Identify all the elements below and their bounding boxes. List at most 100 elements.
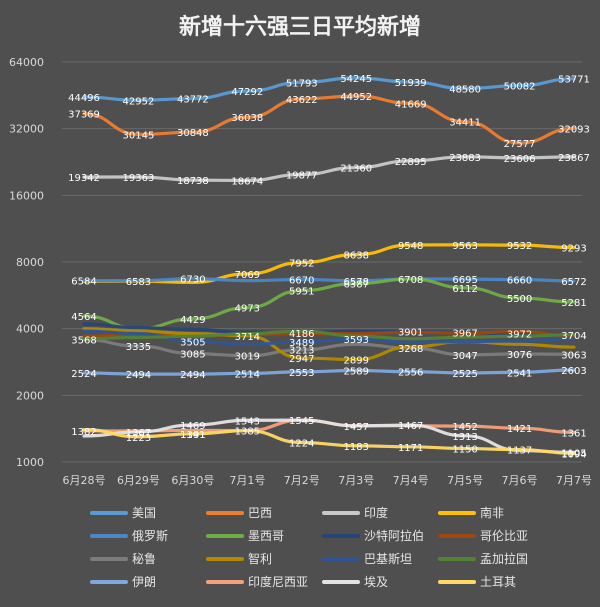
data-label: 1467 xyxy=(398,421,423,432)
legend-label: 沙特阿拉伯 xyxy=(364,528,424,543)
x-tick-label: 7月2号 xyxy=(284,474,320,487)
data-label: 6112 xyxy=(452,284,477,295)
data-label: 2541 xyxy=(507,368,532,379)
data-label: 2494 xyxy=(180,370,205,381)
data-label: 53771 xyxy=(558,75,590,86)
series-line xyxy=(82,155,576,183)
data-label: 8638 xyxy=(343,251,368,262)
y-tick-label: 2000 xyxy=(16,389,44,402)
legend-label: 哥伦比亚 xyxy=(480,528,528,543)
legend-label: 墨西哥 xyxy=(248,529,284,543)
data-label: 42952 xyxy=(123,96,155,107)
x-tick-label: 6月29号 xyxy=(117,474,160,487)
data-label: 43772 xyxy=(177,95,209,106)
data-label: 27577 xyxy=(504,139,536,150)
x-tick-label: 7月1号 xyxy=(229,474,265,487)
data-label: 1421 xyxy=(507,424,532,435)
data-label: 1341 xyxy=(180,430,205,441)
series-line xyxy=(82,418,576,454)
legend-label: 南非 xyxy=(480,505,504,520)
data-label: 3568 xyxy=(71,336,96,347)
data-label: 2589 xyxy=(343,367,368,378)
data-label: 2603 xyxy=(561,366,586,377)
data-label: 18738 xyxy=(177,176,209,187)
data-label: 6670 xyxy=(289,275,314,286)
data-label: 1171 xyxy=(398,443,423,454)
data-label: 1361 xyxy=(561,428,586,439)
data-label: 6708 xyxy=(398,275,423,286)
data-label: 7069 xyxy=(235,270,260,281)
y-tick-label: 1000 xyxy=(16,456,44,469)
data-label: 1382 xyxy=(71,427,96,438)
data-label: 4564 xyxy=(71,312,96,323)
series-line xyxy=(82,277,576,331)
data-label: 51793 xyxy=(286,78,318,89)
data-label: 1223 xyxy=(126,433,151,444)
legend-label: 美国 xyxy=(132,506,156,520)
series-lines xyxy=(82,76,576,455)
data-label: 2556 xyxy=(398,368,423,379)
legend-label: 孟加拉国 xyxy=(480,551,528,566)
data-label: 44952 xyxy=(340,92,372,103)
data-label: 3714 xyxy=(235,332,260,343)
data-label: 1105 xyxy=(561,448,586,459)
data-label: 43622 xyxy=(286,95,318,106)
data-label: 1385 xyxy=(235,427,260,438)
data-label: 3593 xyxy=(343,335,368,346)
series-line xyxy=(82,277,576,283)
series-line xyxy=(82,329,576,341)
data-label: 6578 xyxy=(343,277,368,288)
legend-label: 印度 xyxy=(364,505,388,520)
data-label: 1313 xyxy=(452,432,477,443)
legend-label: 智利 xyxy=(248,551,272,566)
data-label: 3047 xyxy=(452,351,477,362)
data-label: 1224 xyxy=(289,439,314,450)
data-label: 54245 xyxy=(340,74,372,85)
data-label: 19877 xyxy=(286,170,318,181)
data-label: 23867 xyxy=(558,153,590,164)
series-line xyxy=(82,243,576,285)
data-label: 1191 xyxy=(180,430,205,441)
data-label: 6695 xyxy=(452,275,477,286)
data-label: 21360 xyxy=(340,164,372,175)
data-label: 9548 xyxy=(398,241,423,252)
data-label: 4429 xyxy=(180,315,205,326)
data-label: 3505 xyxy=(180,337,205,348)
legend-label: 巴西 xyxy=(248,506,272,520)
data-label: 6584 xyxy=(71,277,96,288)
data-label: 2899 xyxy=(343,356,368,367)
y-tick-label: 8000 xyxy=(16,256,44,269)
data-label: 22895 xyxy=(395,157,427,168)
data-label: 48580 xyxy=(449,85,481,96)
data-label: 44496 xyxy=(68,93,100,104)
series-line xyxy=(82,76,576,102)
data-label: 32093 xyxy=(558,124,590,135)
chart-title: 新增十六强三日平均新增 xyxy=(179,14,421,40)
data-label: 5281 xyxy=(561,298,586,309)
data-label: 2525 xyxy=(452,369,477,380)
y-axis-ticks: 1000 2000 4000 8000 16000 32000 64000 xyxy=(9,56,44,469)
data-label: 5500 xyxy=(507,294,532,305)
data-label: 3967 xyxy=(452,329,477,340)
data-label: 3213 xyxy=(289,346,314,357)
data-label: 47292 xyxy=(231,87,263,98)
data-label: 3335 xyxy=(126,342,151,353)
data-label: 23606 xyxy=(504,154,536,165)
legend-label: 土耳其 xyxy=(480,575,516,589)
data-label: 19342 xyxy=(68,173,100,184)
data-label: 1183 xyxy=(343,442,368,453)
x-tick-label: 7月3号 xyxy=(338,474,374,487)
data-label: 2553 xyxy=(289,368,314,379)
data-label: 3704 xyxy=(561,331,586,342)
data-label: 3019 xyxy=(235,352,260,363)
legend-label: 巴基斯坦 xyxy=(364,552,412,566)
data-label: 1457 xyxy=(343,422,368,433)
data-label: 41669 xyxy=(395,99,427,110)
data-label: 3268 xyxy=(398,344,423,355)
data-label: 51939 xyxy=(395,78,427,89)
data-label: 1137 xyxy=(507,446,532,457)
data-label: 6660 xyxy=(507,276,532,287)
data-label: 1150 xyxy=(452,445,477,456)
